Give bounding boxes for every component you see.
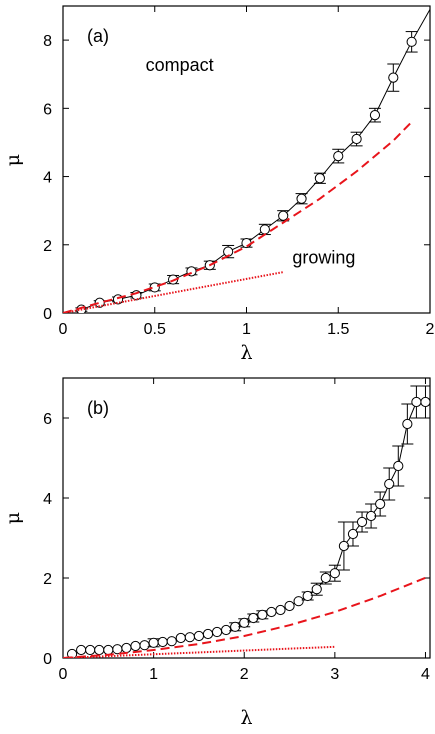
y-tick-label: 2 [43,571,52,588]
data-point [311,584,322,595]
data-point [131,290,142,301]
data-point [402,418,413,430]
data-point [411,396,422,408]
data-point [241,237,252,249]
x-tick-label: 1.5 [327,321,349,338]
data-point [388,72,399,83]
data-point [139,640,150,651]
x-axis-label: λ [240,707,252,729]
chart-panel-1: 0 0.5 1 1.5 2 0 2 4 6 8 λ μ (a) compact growing [2,5,435,364]
data-point [257,609,268,620]
data-point [76,644,87,656]
x-tick-label: 4 [421,666,430,683]
data-point [320,572,331,584]
data-point [356,516,368,528]
data-point [94,644,105,656]
x-tick-label: 0 [59,666,68,683]
data-point [266,606,277,618]
data-point [347,528,359,540]
annotation-compact: compact [146,55,214,75]
data-point [112,644,123,655]
data-point [184,632,195,643]
data-point [66,648,78,658]
data-point [130,640,141,652]
data-point [384,478,395,490]
y-tick-label: 8 [43,33,52,50]
x-tick-label: 2 [426,321,435,338]
data-point [193,630,205,642]
data-point [166,636,177,647]
data-point [278,210,289,221]
data-point [375,498,386,510]
x-axis-label: λ [240,342,252,364]
data-point [211,626,223,638]
x-tick-label: 0.5 [144,321,166,338]
data-point [393,460,404,472]
data-point [103,644,114,656]
data-point [85,644,96,656]
x-tick-label: 1 [242,321,251,338]
dashed-series-line [63,121,413,313]
y-tick-label: 0 [43,306,52,323]
data-point [333,150,344,162]
data-point [275,604,286,616]
y-tick-label: 4 [43,491,52,508]
data-point [302,590,313,602]
data-point [157,636,168,648]
data-series-line [81,9,430,311]
data-layer [63,385,430,658]
data-point [314,173,325,184]
x-tick-label: 1 [149,666,158,683]
data-point [239,617,250,628]
y-tick-label: 4 [43,170,52,187]
panel-label: (b) [87,398,109,418]
data-point [329,568,340,579]
data-point [259,224,270,235]
data-point [221,624,232,636]
x-tick-label: 0 [59,321,68,338]
data-point [406,36,417,47]
data-point [121,642,132,654]
dotted-series-line [63,645,335,658]
y-tick-label: 6 [43,411,52,428]
x-tick-label: 3 [330,666,339,683]
data-point [148,637,159,648]
data-point [296,193,307,204]
data-point [420,396,430,408]
y-tick-label: 0 [43,651,52,668]
y-axis-label: μ [2,154,24,166]
data-point [202,628,214,640]
plot-frame [62,377,431,659]
y-tick-label: 2 [43,238,52,255]
data-point [293,596,304,607]
y-axis-label: μ [2,512,24,524]
x-tick-label: 2 [240,666,249,683]
data-point [284,600,295,612]
data-point [175,632,186,644]
dotted-series-line [63,271,284,313]
data-point [248,612,259,624]
panel-label: (a) [87,26,109,46]
plot-frame [62,5,431,314]
data-point [369,110,381,121]
y-tick-label: 6 [43,101,52,118]
dashed-series-line [63,575,430,658]
data-layer [63,9,430,313]
annotation-growing: growing [292,248,355,268]
data-point [351,133,362,145]
chart-panel-2: 0 1 2 3 4 0 2 4 6 λ μ (b) [2,377,431,729]
